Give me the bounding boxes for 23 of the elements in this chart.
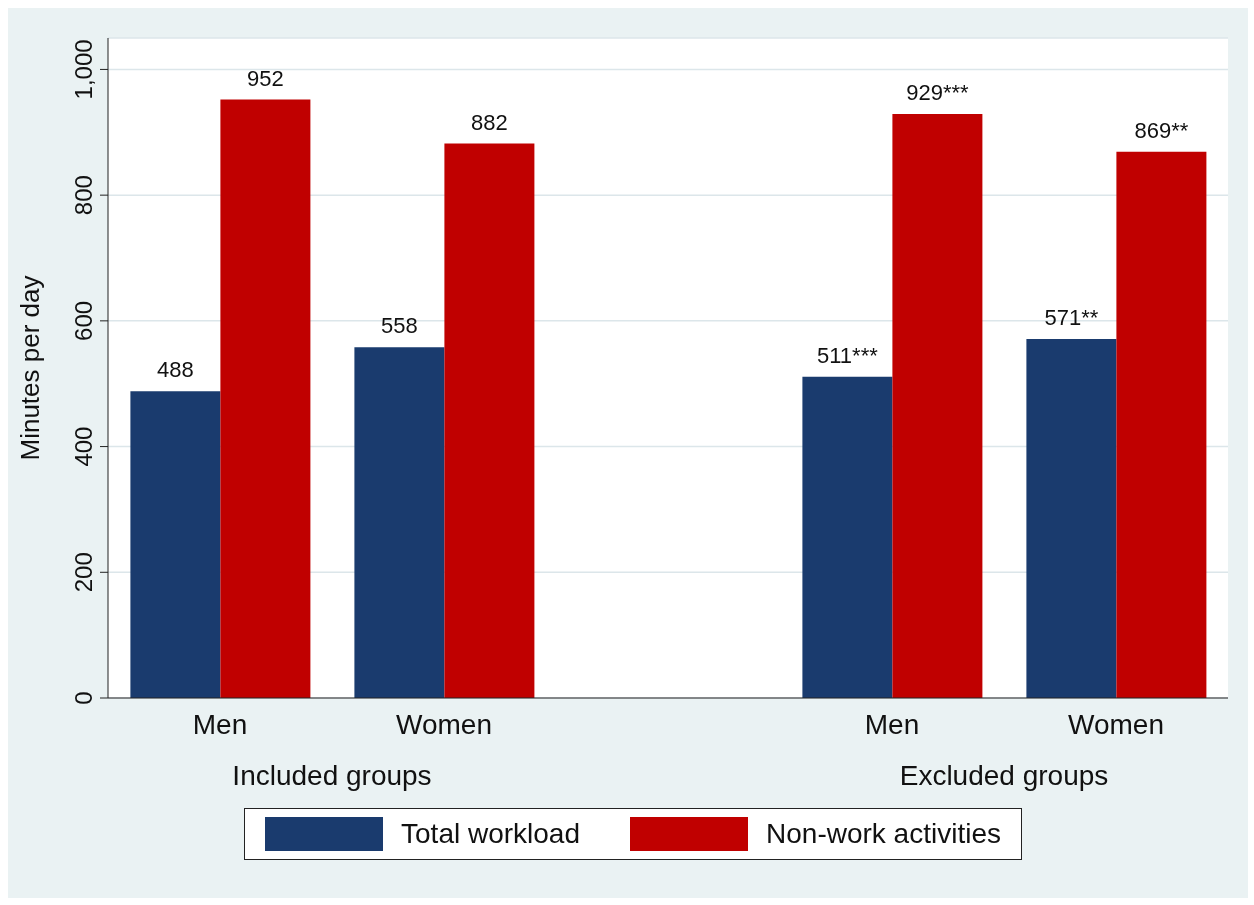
data-label: 558 — [381, 313, 418, 339]
legend-label: Total workload — [401, 818, 581, 850]
text: Included groups — [231, 760, 433, 792]
data-label: 882 — [471, 109, 508, 135]
data-label: 929*** — [906, 80, 970, 106]
text: Excluded groups — [898, 760, 1110, 792]
data-label: 952 — [247, 65, 284, 91]
y-tick-label: 800 — [70, 175, 97, 216]
legend-label: Non-work activities — [766, 818, 1001, 850]
y-axis-title: Minutes per day — [15, 275, 46, 461]
data-label: 571** — [1044, 305, 1099, 331]
x-tick-label: Men — [864, 709, 920, 740]
y-tick-label: 400 — [70, 426, 97, 467]
x-tick-label: Men — [192, 709, 248, 740]
y-tick-label: 200 — [70, 552, 97, 593]
y-tick-label: 0 — [70, 691, 97, 705]
y-tick-label: 1,000 — [70, 39, 97, 100]
y-tick-label: 600 — [70, 300, 97, 341]
data-label: 488 — [157, 357, 194, 383]
data-label: 869** — [1134, 117, 1189, 143]
data-label: 511*** — [817, 342, 879, 368]
x-tick-label: Women — [396, 709, 492, 740]
x-tick-label: Women — [1068, 709, 1164, 740]
